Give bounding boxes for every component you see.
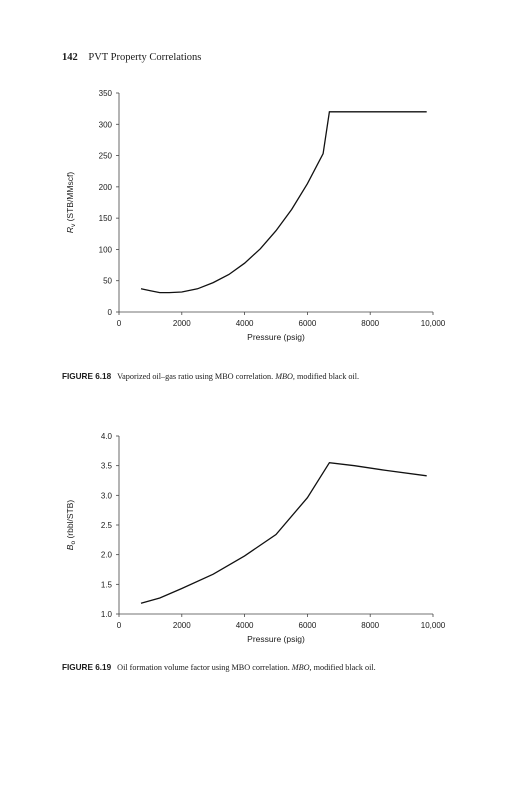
y-axis-title: Rv (STB/MMscf) xyxy=(65,172,77,233)
y-tick-label: 300 xyxy=(99,120,113,129)
x-tick-label: 10,000 xyxy=(421,319,446,328)
y-tick-label: 150 xyxy=(99,214,113,223)
caption-abbreviation: MBO xyxy=(275,372,293,381)
y-tick-label: 1.0 xyxy=(101,610,113,619)
y-axis-title: Bo (rbbl/STB) xyxy=(65,500,77,551)
x-tick-label: 4000 xyxy=(236,621,254,630)
x-axis-title: Pressure (psig) xyxy=(247,634,305,644)
y-tick-label: 2.0 xyxy=(101,551,113,560)
caption-text-end: , modified black oil. xyxy=(292,372,360,381)
y-axis-title-subscript: o xyxy=(70,541,77,545)
y-tick-label: 2.5 xyxy=(101,521,113,530)
x-axis-title: Pressure (psig) xyxy=(247,332,305,342)
y-axis-title-units: (rbbl/STB) xyxy=(65,500,75,541)
figure-label: FIGURE 6.19 xyxy=(62,663,112,672)
y-tick-label: 200 xyxy=(99,183,113,192)
figure-caption-6-19: FIGURE 6.19 Oil formation volume factor u… xyxy=(62,663,376,672)
figure-label: FIGURE 6.18 xyxy=(62,372,112,381)
caption-text: Oil formation volume factor using MBO co… xyxy=(117,663,292,672)
y-tick-label: 250 xyxy=(99,152,113,161)
x-tick-label: 4000 xyxy=(236,319,254,328)
x-tick-label: 2000 xyxy=(173,621,191,630)
x-tick-label: 6000 xyxy=(299,621,317,630)
y-tick-label: 3.5 xyxy=(101,462,113,471)
series-line xyxy=(140,462,427,604)
y-axis-title-symbol: B xyxy=(65,544,75,550)
y-tick-label: 50 xyxy=(103,277,112,286)
x-tick-label: 0 xyxy=(117,319,122,328)
y-axis-title-symbol: R xyxy=(65,227,75,233)
y-axis-title-units: (STB/MMscf) xyxy=(65,172,75,224)
x-tick-label: 2000 xyxy=(173,319,191,328)
y-tick-label: 350 xyxy=(99,89,113,98)
page-number: 142 xyxy=(62,52,78,63)
y-tick-label: 4.0 xyxy=(101,432,113,441)
running-title: PVT Property Correlations xyxy=(88,52,202,63)
figure-caption-6-18: FIGURE 6.18 Vaporized oil–gas ratio using… xyxy=(62,372,359,381)
y-tick-label: 100 xyxy=(99,245,113,254)
series-line xyxy=(140,111,427,294)
y-tick-label: 1.5 xyxy=(101,580,113,589)
caption-text-end: , modified black oil. xyxy=(309,663,376,672)
oil-formation-volume-factor-chart: 1.0 1.5 2.0 2.5 3.0 3.5 4.0 0 2000 4000 6000 8000 10… xyxy=(65,432,446,644)
page-header: 142 PVT Property Correlations xyxy=(62,52,201,63)
x-tick-label: 10,000 xyxy=(421,621,446,630)
y-axis-title-subscript: v xyxy=(70,223,77,227)
caption-text: Vaporized oil–gas ratio using MBO correl… xyxy=(117,372,276,381)
x-tick-label: 6000 xyxy=(299,319,317,328)
x-tick-label: 8000 xyxy=(361,319,379,328)
vaporized-oil-gas-ratio-chart: 0 50 100 150 200 250 300 350 0 2000 4000 6000 8000 10… xyxy=(65,89,446,342)
y-tick-label: 3.0 xyxy=(101,491,113,500)
caption-abbreviation: MBO xyxy=(291,663,310,672)
y-tick-label: 0 xyxy=(108,308,113,317)
x-tick-label: 0 xyxy=(117,621,122,630)
x-tick-label: 8000 xyxy=(361,621,379,630)
